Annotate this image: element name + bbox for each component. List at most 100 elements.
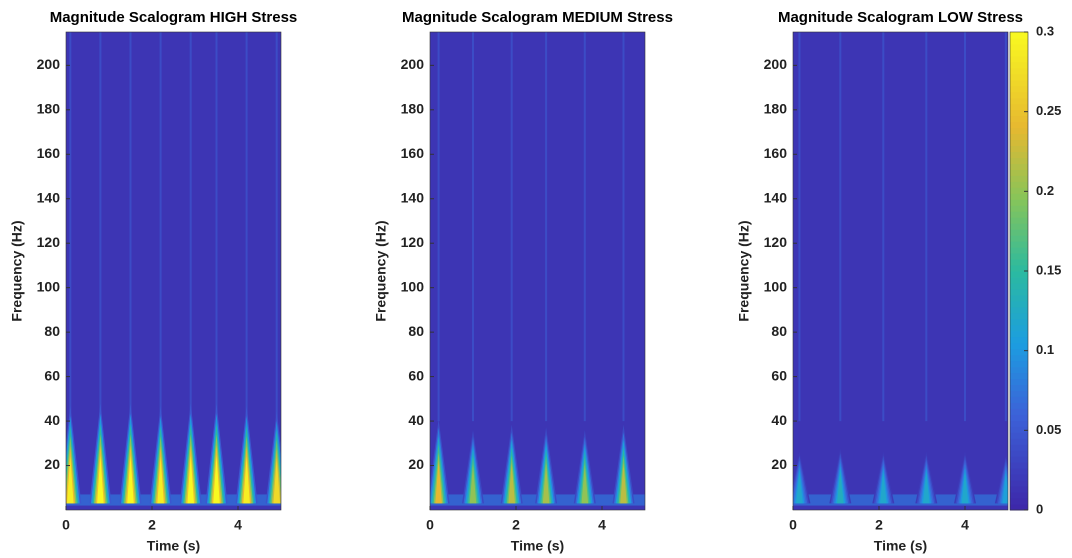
y-tick-label: 160	[401, 145, 425, 161]
x-tick-label: 0	[789, 517, 797, 533]
colorbar-slice	[1010, 115, 1028, 123]
burst-layer	[273, 458, 280, 504]
burst	[994, 32, 1008, 504]
burst-layer	[67, 456, 74, 504]
burst	[954, 32, 976, 504]
y-tick-label: 180	[401, 101, 425, 117]
colorbar-slice	[1010, 235, 1028, 242]
x-tick-label: 2	[148, 517, 156, 533]
colorbar-slice	[1010, 139, 1028, 147]
burst-layer	[581, 464, 589, 504]
colorbar-slice	[1010, 360, 1028, 368]
colorbar-slice	[1010, 468, 1028, 475]
colorbar-slice	[1010, 217, 1028, 224]
colorbar-slice	[1010, 306, 1028, 314]
colorbar-slice	[1010, 384, 1028, 391]
burst-layer	[923, 472, 930, 504]
colorbar-slice	[1010, 276, 1028, 284]
colorbar-slice	[1010, 486, 1028, 493]
colorbar-slice	[1010, 426, 1028, 433]
burst-layer	[880, 472, 887, 504]
burst	[89, 32, 112, 504]
colorbar-slice	[1010, 462, 1028, 469]
y-tick-label: 60	[408, 367, 424, 383]
colorbar-slice	[1010, 175, 1028, 182]
burst	[265, 32, 281, 504]
burst-layer	[127, 455, 134, 504]
colorbar-slice	[1010, 223, 1028, 230]
y-tick-label: 120	[37, 234, 61, 250]
colorbar-slice	[1010, 354, 1028, 362]
burst-layer	[187, 455, 194, 504]
colorbar-slice	[1010, 145, 1028, 152]
colorbar-slice	[1010, 253, 1028, 260]
colorbar-slice	[1010, 265, 1028, 272]
burst	[462, 32, 484, 504]
y-axis-label: Frequency (Hz)	[736, 220, 752, 321]
colorbar-tick-label: 0.05	[1036, 422, 1061, 437]
x-axis-label: Time (s)	[874, 538, 927, 554]
x-tick-label: 0	[426, 517, 434, 533]
burst	[915, 32, 938, 504]
burst-layer	[213, 455, 220, 504]
colorbar-slice	[1010, 444, 1028, 451]
burst	[119, 32, 142, 504]
colorbar-slice	[1010, 330, 1028, 338]
colorbar-slice	[1010, 336, 1028, 344]
burst-layer	[542, 463, 550, 504]
burst-layer	[469, 464, 477, 504]
y-tick-label: 100	[401, 278, 425, 294]
heatmap	[430, 32, 645, 506]
colorbar-slice	[1010, 67, 1028, 75]
colorbar-tick-label: 0	[1036, 501, 1043, 516]
colorbar-tick-label: 0.25	[1036, 103, 1061, 118]
heatmap	[66, 32, 281, 506]
burst	[205, 32, 228, 504]
y-tick-label: 160	[764, 145, 788, 161]
colorbar-slice	[1010, 211, 1028, 218]
y-tick-label: 60	[771, 367, 787, 383]
colorbar-slice	[1010, 109, 1028, 117]
y-tick-label: 180	[37, 101, 61, 117]
chart-title: Magnitude Scalogram MEDIUM Stress	[402, 9, 673, 26]
colorbar-slice	[1010, 396, 1028, 403]
colorbar-slice	[1010, 169, 1028, 176]
burst-layer	[961, 472, 969, 504]
x-tick-label: 2	[875, 517, 883, 533]
colorbar-slice	[1010, 492, 1028, 499]
y-tick-label: 160	[37, 145, 61, 161]
x-axis-label: Time (s)	[511, 538, 564, 554]
low-band	[793, 494, 1008, 506]
y-tick-label: 20	[771, 456, 787, 472]
heatmap	[793, 32, 1008, 506]
y-tick-label: 40	[771, 412, 787, 428]
colorbar-slice	[1010, 181, 1028, 188]
burst-layer	[1002, 473, 1008, 504]
colorbar-slice	[1010, 193, 1028, 200]
colorbar-slice	[1010, 432, 1028, 439]
x-tick-label: 2	[512, 517, 520, 533]
plot-frame	[792, 31, 1009, 511]
y-tick-label: 120	[401, 234, 425, 250]
chart-title: Magnitude Scalogram HIGH Stress	[50, 9, 298, 26]
y-tick-label: 200	[37, 56, 61, 72]
colorbar-slice	[1010, 282, 1028, 290]
colorbar-slice	[1010, 378, 1028, 386]
colorbar-slice	[1010, 247, 1028, 254]
burst-layer	[620, 462, 627, 504]
burst	[430, 32, 450, 504]
y-tick-label: 140	[37, 189, 61, 205]
colorbar-slice	[1010, 43, 1028, 51]
colorbar-slice	[1010, 498, 1028, 505]
burst-layer	[837, 471, 844, 504]
burst-layer	[97, 455, 104, 504]
colorbar-tick-label: 0.1	[1036, 342, 1054, 357]
colorbar-slice	[1010, 199, 1028, 206]
colorbar-slice	[1010, 324, 1028, 332]
colorbar-slice	[1010, 133, 1028, 141]
colorbar-slice	[1010, 504, 1028, 511]
burst	[573, 32, 596, 504]
colorbar-slice	[1010, 480, 1028, 487]
burst	[872, 32, 895, 504]
colorbar-slice	[1010, 205, 1028, 212]
